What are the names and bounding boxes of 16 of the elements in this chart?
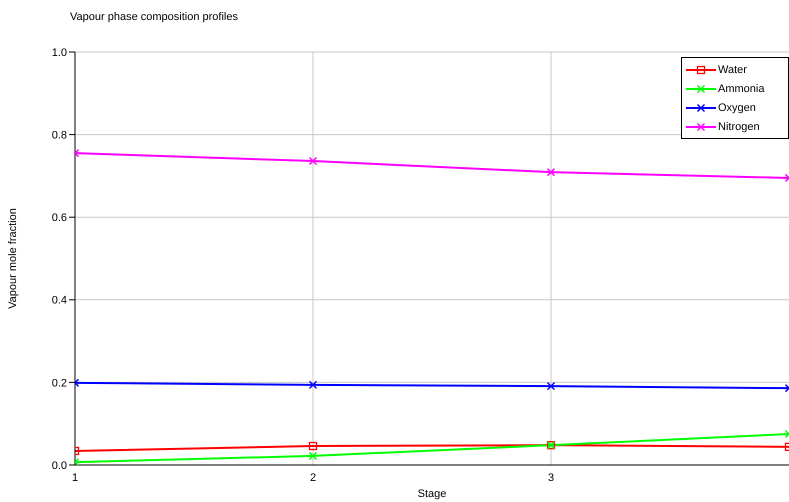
y-tick-label: 0.0 — [52, 460, 67, 472]
y-axis-title: Vapour mole fraction — [6, 208, 19, 309]
x-tick-label: 1 — [72, 472, 78, 484]
legend-label: Nitrogen — [718, 120, 760, 132]
x-tick-label: 2 — [310, 472, 316, 484]
chart-title: Vapour phase composition profiles — [70, 11, 238, 23]
y-tick-label: 1.0 — [52, 46, 67, 59]
x-tick-label: 3 — [548, 472, 554, 484]
legend-label: Oxygen — [718, 102, 756, 114]
y-tick-label: 0.4 — [52, 294, 67, 307]
x-axis-title: Stage — [418, 488, 446, 500]
y-tick-label: 0.8 — [52, 130, 67, 142]
y-tick-label: 0.2 — [52, 377, 67, 390]
y-tick-label: 0.6 — [52, 212, 67, 224]
legend-label: Water — [718, 64, 747, 76]
legend-label: Ammonia — [718, 82, 764, 94]
